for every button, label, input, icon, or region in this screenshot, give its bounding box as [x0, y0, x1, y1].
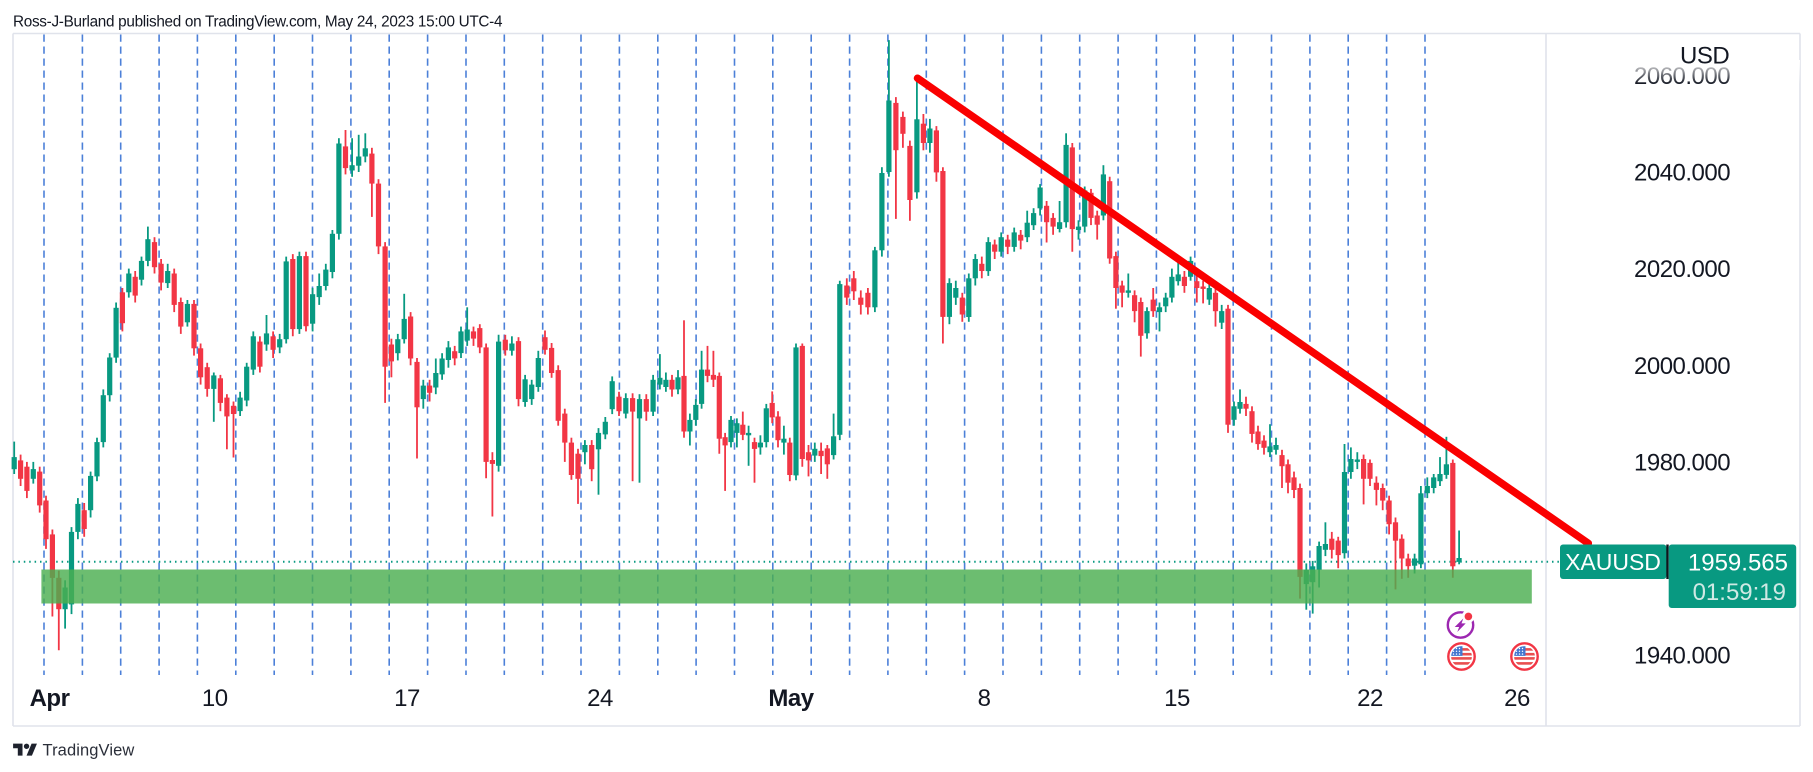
svg-text:Apr: Apr [30, 685, 70, 712]
svg-text:15: 15 [1164, 685, 1190, 712]
svg-text:22: 22 [1357, 685, 1383, 712]
svg-text:24: 24 [587, 685, 613, 712]
svg-text:01:59:19: 01:59:19 [1693, 579, 1786, 606]
svg-text:2020.000: 2020.000 [1634, 256, 1730, 283]
svg-text:Ross-J-Burland published on Tr: Ross-J-Burland published on TradingView.… [13, 14, 503, 31]
svg-text:1959.565: 1959.565 [1688, 550, 1788, 577]
svg-text:10: 10 [202, 685, 228, 712]
svg-text:1980.000: 1980.000 [1634, 449, 1730, 476]
svg-text:May: May [768, 685, 814, 712]
svg-text:USD: USD [1680, 43, 1729, 70]
svg-text:26: 26 [1504, 685, 1530, 712]
svg-text:17: 17 [394, 685, 420, 712]
svg-text:8: 8 [978, 685, 991, 712]
svg-text:1940.000: 1940.000 [1634, 643, 1730, 670]
svg-text:2040.000: 2040.000 [1634, 160, 1730, 187]
svg-text:TradingView: TradingView [43, 742, 135, 760]
svg-text:XAUUSD: XAUUSD [1565, 549, 1661, 575]
svg-text:2000.000: 2000.000 [1634, 353, 1730, 380]
